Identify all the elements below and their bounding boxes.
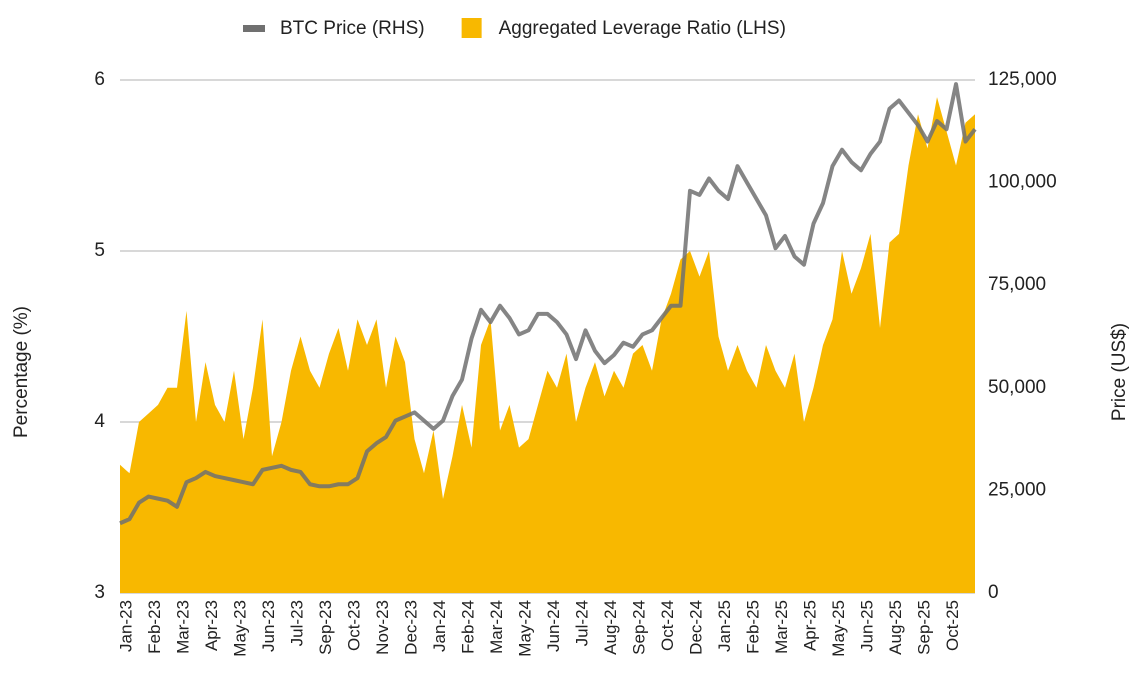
- x-tick-label: Mar-23: [173, 600, 192, 654]
- x-tick-label: Sep-25: [914, 600, 933, 655]
- x-tick-label: Jan-23: [116, 600, 135, 652]
- y2-tick-label: 25,000: [988, 479, 1046, 500]
- y-tick-label: 6: [94, 69, 105, 90]
- legend-label: Aggregated Leverage Ratio (LHS): [499, 18, 786, 39]
- x-tick-label: May-24: [515, 600, 534, 657]
- x-tick-label: Feb-24: [458, 600, 477, 654]
- x-tick-label: Apr-23: [202, 600, 221, 651]
- x-tick-label: May-25: [829, 600, 848, 657]
- y2-tick-label: 75,000: [988, 274, 1046, 295]
- x-tick-label: Feb-23: [145, 600, 164, 654]
- x-tick-label: Sep-23: [316, 600, 335, 655]
- x-tick-label: Aug-24: [601, 600, 620, 655]
- x-tick-label: Feb-25: [743, 600, 762, 654]
- y-tick-label: 5: [94, 240, 105, 261]
- legend-swatch: [243, 25, 265, 32]
- y2-tick-label: 50,000: [988, 377, 1046, 398]
- y-tick-label: 4: [94, 411, 105, 432]
- x-tick-label: Jun-25: [857, 600, 876, 652]
- x-tick-label: Oct-23: [344, 600, 363, 651]
- x-tick-label: Apr-25: [800, 600, 819, 651]
- x-tick-label: Oct-25: [943, 600, 962, 651]
- x-tick-label: Sep-24: [629, 600, 648, 655]
- x-tick-label: Mar-24: [487, 600, 506, 654]
- y-tick-label: 3: [94, 582, 105, 603]
- x-tick-label: Aug-25: [886, 600, 905, 655]
- y2-tick-label: 0: [988, 582, 999, 603]
- y2-tick-label: 125,000: [988, 69, 1057, 90]
- x-tick-label: Oct-24: [658, 600, 677, 651]
- area: [120, 97, 975, 593]
- x-tick-label: Jan-25: [715, 600, 734, 652]
- y-axis-label: Percentage (%): [11, 306, 32, 438]
- x-tick-label: May-23: [230, 600, 249, 657]
- y2-axis-label: Price (US$): [1109, 323, 1130, 421]
- x-tick-label: Mar-25: [772, 600, 791, 654]
- x-tick-label: Nov-23: [373, 600, 392, 655]
- legend-label: BTC Price (RHS): [280, 18, 425, 39]
- x-tick-label: Jul-23: [287, 600, 306, 646]
- x-tick-label: Jun-24: [544, 600, 563, 652]
- x-tick-label: Jun-23: [259, 600, 278, 652]
- y2-tick-label: 100,000: [988, 172, 1057, 193]
- x-tick-label: Jan-24: [430, 600, 449, 652]
- line: [119, 82, 977, 526]
- x-tick-label: Dec-24: [686, 600, 705, 655]
- x-tick-label: Jul-24: [572, 600, 591, 646]
- x-tick-label: Dec-23: [401, 600, 420, 655]
- legend-swatch: [461, 18, 482, 38]
